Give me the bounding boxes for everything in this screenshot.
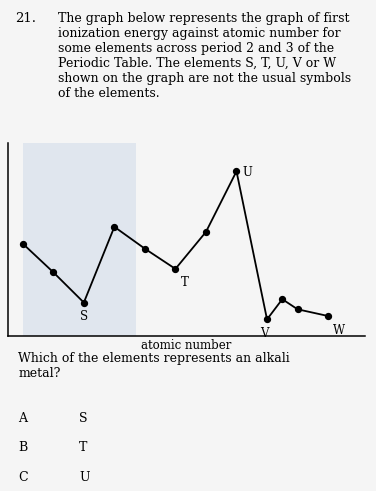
Point: [50, 269, 56, 276]
Point: [325, 312, 331, 320]
Text: A: A: [18, 412, 27, 425]
Text: B: B: [18, 441, 27, 454]
Text: T: T: [79, 441, 87, 454]
Point: [264, 315, 270, 323]
Text: U: U: [242, 166, 252, 179]
Point: [20, 240, 26, 247]
Text: V: V: [260, 327, 268, 340]
Text: T: T: [180, 276, 188, 290]
Text: S: S: [79, 412, 88, 425]
Point: [233, 167, 240, 175]
Text: U: U: [79, 470, 89, 484]
Point: [81, 299, 87, 306]
Text: S: S: [80, 310, 88, 323]
Text: The graph below represents the graph of first
ionization energy against atomic n: The graph below represents the graph of …: [58, 12, 351, 100]
Text: Which of the elements represents an alkali
metal?: Which of the elements represents an alka…: [18, 352, 290, 380]
Bar: [23, 143, 136, 336]
Point: [279, 295, 285, 303]
Point: [294, 305, 300, 313]
Point: [111, 223, 117, 231]
Text: W: W: [333, 324, 345, 337]
Y-axis label: 1st IE: 1st IE: [0, 222, 3, 257]
X-axis label: atomic number: atomic number: [141, 339, 231, 352]
Point: [203, 228, 209, 236]
Point: [142, 245, 148, 253]
Text: C: C: [18, 470, 28, 484]
Point: [173, 265, 179, 273]
Text: 21.: 21.: [15, 12, 36, 25]
